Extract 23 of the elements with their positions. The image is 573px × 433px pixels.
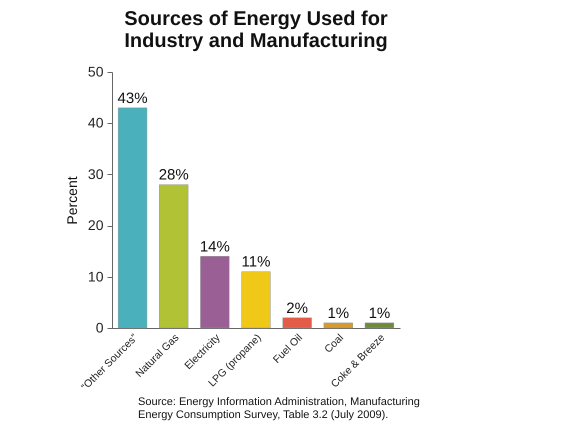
bar xyxy=(282,318,312,328)
data-label: 1% xyxy=(368,304,390,322)
data-label: 1% xyxy=(327,304,350,322)
bar xyxy=(118,108,148,328)
bar xyxy=(324,322,353,328)
y-tick-label: 50 xyxy=(88,64,104,80)
data-label: 28% xyxy=(158,166,189,184)
y-tick-label: 10 xyxy=(88,268,104,284)
y-tick-label: 0 xyxy=(96,320,104,336)
bar xyxy=(159,184,188,328)
data-label: 11% xyxy=(242,254,270,271)
y-axis-title: Percent xyxy=(64,176,80,225)
y-tick-label: 30 xyxy=(88,166,104,182)
data-label: 43% xyxy=(118,90,148,107)
source-note: Source: Energy Information Administration, Manufacturing Energy Consumption Survey, Table 3.2 (July 2009). xyxy=(138,396,421,422)
bar xyxy=(241,271,271,328)
chart-title: Sources of Energy Used for Industry and Manufacturing xyxy=(124,8,388,52)
bar xyxy=(200,256,230,328)
data-label: 2% xyxy=(286,300,308,317)
y-tick-label: 40 xyxy=(88,114,104,131)
y-tick-label: 20 xyxy=(88,217,104,234)
data-label: 14% xyxy=(200,238,230,256)
bar xyxy=(364,322,394,328)
